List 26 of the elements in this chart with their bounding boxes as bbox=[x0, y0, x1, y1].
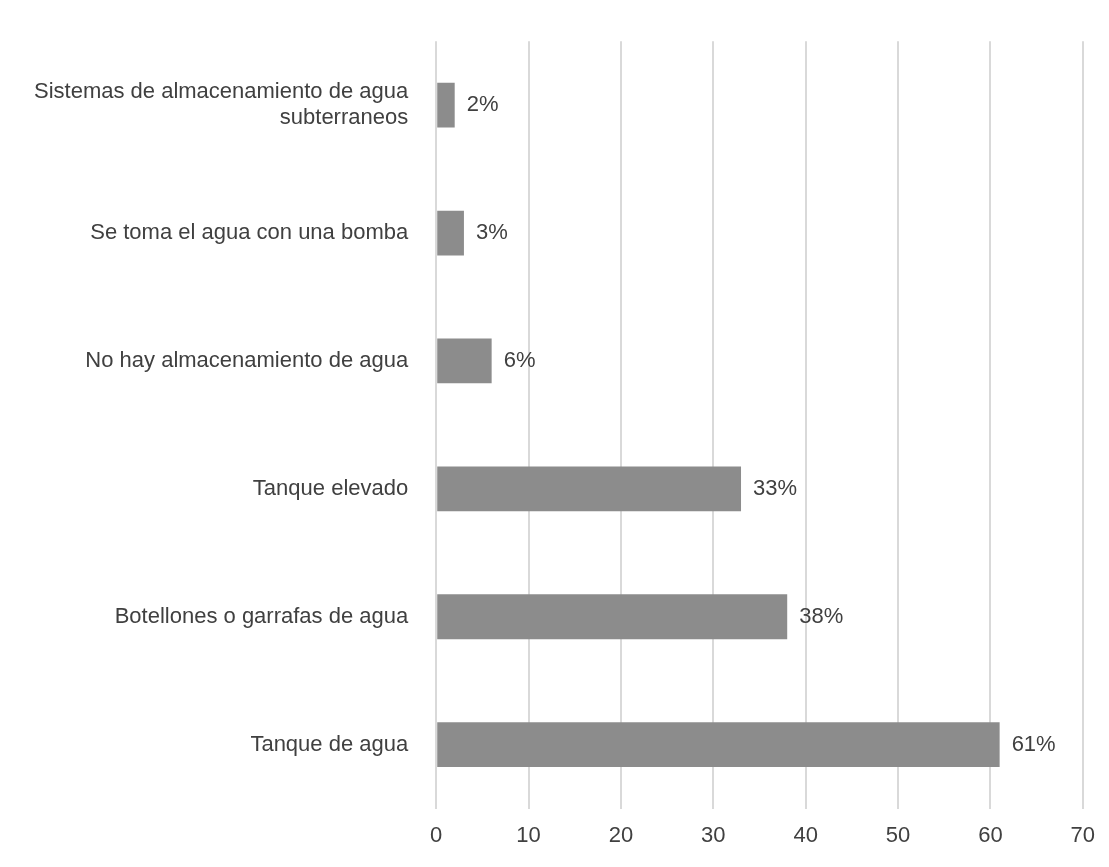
bar bbox=[437, 594, 788, 640]
y-tick-label: Tanque elevado bbox=[252, 474, 409, 500]
y-tick-label: Sistemas de almacenamiento de agua subterraneos bbox=[33, 78, 409, 130]
y-tick-label: No hay almacenamiento de agua bbox=[85, 347, 409, 373]
x-tick-label: 20 bbox=[608, 821, 634, 847]
y-tick-label: Botellones o garrafas de agua bbox=[114, 602, 409, 628]
x-tick-label: 70 bbox=[1070, 821, 1096, 847]
x-tick-label: 40 bbox=[793, 821, 818, 847]
x-tick-label: 60 bbox=[978, 821, 1003, 847]
x-tick-label: 0 bbox=[430, 821, 443, 847]
bar bbox=[437, 338, 492, 384]
data-label: 38% bbox=[799, 602, 844, 628]
y-tick-label: Tanque de agua bbox=[250, 730, 409, 756]
data-label: 61% bbox=[1011, 730, 1056, 756]
x-tick-label: 50 bbox=[885, 821, 911, 847]
data-label: 3% bbox=[475, 219, 508, 245]
x-tick-label: 30 bbox=[701, 821, 726, 847]
data-label: 33% bbox=[753, 474, 798, 500]
bar bbox=[437, 210, 464, 256]
bar bbox=[437, 722, 1000, 768]
data-label: 6% bbox=[503, 347, 536, 373]
bar bbox=[437, 82, 455, 128]
bar bbox=[437, 466, 742, 512]
x-tick-label: 10 bbox=[516, 821, 541, 847]
data-label: 2% bbox=[466, 91, 499, 117]
y-tick-label: Se toma el agua con una bomba bbox=[90, 219, 409, 245]
